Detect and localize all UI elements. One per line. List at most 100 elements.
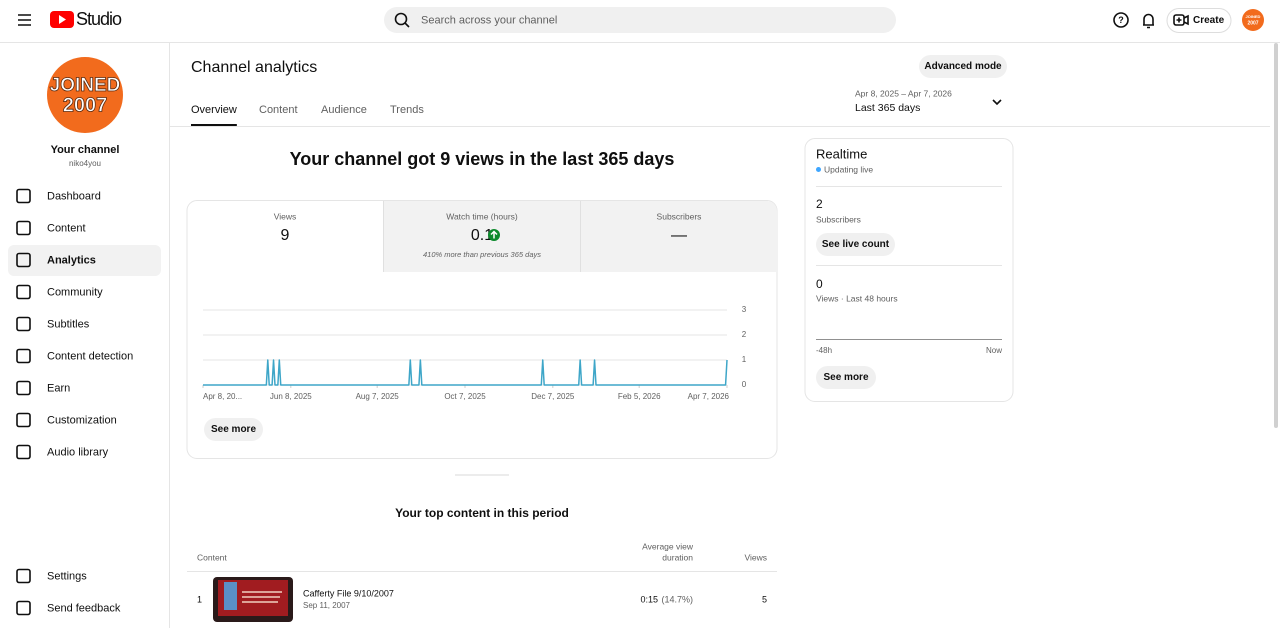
y-tick-label: 3	[742, 305, 747, 314]
date-period: Last 365 days	[855, 102, 920, 114]
see-live-count-button[interactable]: See live count	[816, 233, 895, 256]
channel-label: Your channel	[51, 144, 120, 156]
realtime-label: Views · Last 48 hours	[816, 293, 898, 303]
metric-label: Views	[274, 211, 297, 221]
nav-item[interactable]: Content	[16, 220, 86, 236]
metric-tabs: Views 9 Watch time (hours) 0.1 410% more tha…	[274, 211, 702, 259]
rank: 1	[197, 594, 202, 604]
metric-note: 410% more than previous 365 days	[423, 250, 541, 259]
nav-item[interactable]: Settings	[16, 568, 87, 584]
x-tick-label: Dec 7, 2025	[531, 392, 575, 401]
svg-text:?: ?	[1118, 15, 1124, 25]
video-date: Sep 11, 2007	[303, 601, 351, 610]
nav-item[interactable]: Earn	[16, 380, 70, 396]
date-range: Apr 8, 2025 – Apr 7, 2026	[855, 88, 952, 98]
avatar-text: 2007	[1247, 20, 1258, 26]
nav-label: Settings	[47, 570, 87, 582]
metric-label: Subscribers	[657, 211, 702, 221]
logo[interactable]: Studio	[50, 9, 123, 29]
channel-avatar[interactable]: JOINED 2007	[47, 57, 123, 133]
tab-underline	[191, 124, 237, 126]
sidebar: JOINED 2007 Your channel niko4you Dashbo…	[8, 43, 170, 628]
button-label: Advanced mode	[924, 61, 1002, 72]
realtime-see-more-button[interactable]: See more	[816, 366, 876, 389]
metric-label: Watch time (hours)	[446, 211, 518, 221]
see-more-button[interactable]: See more	[204, 418, 263, 441]
metric-value: —	[671, 227, 687, 244]
tab-label: Overview	[191, 104, 237, 116]
tab-label: Audience	[321, 104, 367, 116]
header: Studio Search across your channel ? Crea…	[0, 7, 1280, 43]
y-tick-label: 2	[742, 330, 747, 339]
tab[interactable]: Overview	[191, 104, 237, 126]
y-tick-label: 1	[742, 355, 747, 364]
nav-icon	[16, 284, 31, 300]
tab-label: Trends	[390, 104, 424, 116]
nav-active-bg	[8, 245, 161, 276]
nav-icon	[16, 252, 31, 268]
tab[interactable]: Content	[259, 104, 298, 116]
nav-label: Content	[47, 222, 86, 234]
nav-icon	[16, 412, 31, 428]
headline: Your channel got 9 views in the last 365…	[290, 149, 675, 169]
column-header: Content	[197, 552, 227, 562]
analytics-header: Channel analytics Advanced mode Overview…	[170, 43, 1278, 428]
nav-icon	[16, 600, 31, 616]
brand: Studio	[76, 9, 122, 29]
search-box[interactable]: Search across your channel	[384, 7, 896, 33]
create-button[interactable]: Create	[1166, 8, 1232, 33]
account-avatar[interactable]: JOINED 2007	[1242, 9, 1264, 31]
nav-icon	[16, 444, 31, 460]
metric-value: 0.1	[471, 227, 493, 244]
notifications-button[interactable]	[1143, 13, 1154, 29]
x-tick-label: Feb 5, 2026	[618, 392, 661, 401]
nav-icon	[16, 348, 31, 364]
metric-value: 9	[281, 227, 290, 244]
tab[interactable]: Audience	[321, 104, 367, 116]
nav-icon	[16, 568, 31, 584]
nav-item[interactable]: Send feedback	[16, 600, 121, 616]
nav-item[interactable]: Dashboard	[16, 188, 101, 204]
y-tick-label: 0	[742, 380, 747, 389]
x-tick-label: Apr 8, 20...	[203, 392, 242, 401]
x-tick-label: Oct 7, 2025	[444, 392, 486, 401]
nav-item[interactable]: Community	[16, 284, 103, 300]
menu-button[interactable]	[18, 14, 31, 26]
nav-item[interactable]: Customization	[16, 412, 117, 428]
nav-label: Audio library	[47, 446, 109, 458]
help-button[interactable]: ?	[1113, 12, 1129, 28]
x-tick-label: Apr 7, 2026	[688, 392, 730, 401]
avg-duration: 0:15	[640, 594, 658, 604]
tab-label: Content	[259, 104, 298, 116]
top-content: Your top content in this period Content …	[187, 474, 777, 622]
create-label: Create	[1193, 15, 1225, 26]
realtime-axis-label: -48h	[816, 346, 832, 355]
avatar-text: JOINED	[1246, 14, 1261, 19]
realtime-card: Realtime Updating live 2 Subscribers See…	[804, 138, 1014, 402]
x-tick-label: Jun 8, 2025	[270, 392, 312, 401]
avg-percent: (14.7%)	[661, 594, 693, 604]
nav-item[interactable]: Subtitles	[16, 316, 90, 332]
nav-item[interactable]: Analytics	[8, 245, 161, 276]
views: 5	[762, 594, 767, 604]
realtime-label: Subscribers	[816, 214, 861, 224]
views-line	[203, 359, 728, 386]
nav-label: Earn	[47, 382, 70, 394]
section-title: Your top content in this period	[395, 506, 569, 520]
nav-item[interactable]: Audio library	[16, 444, 109, 460]
nav-label: Send feedback	[47, 602, 121, 614]
realtime-status: Updating live	[824, 164, 873, 174]
nav-item[interactable]: Content detection	[16, 348, 133, 364]
tab[interactable]: Trends	[390, 104, 424, 116]
column-header: Average view	[642, 541, 694, 551]
nav-label: Customization	[47, 414, 117, 426]
date-picker[interactable]: Apr 8, 2025 – Apr 7, 2026 Last 365 days	[855, 88, 1002, 114]
content-row[interactable]: 1 Cafferty File 9/10/2007 Sep 11, 2007 0…	[197, 577, 767, 622]
advanced-mode-button[interactable]: Advanced mode	[919, 55, 1007, 78]
x-tick-label: Aug 7, 2025	[356, 392, 400, 401]
column-header: duration	[662, 552, 693, 562]
nav-label: Analytics	[47, 254, 96, 266]
